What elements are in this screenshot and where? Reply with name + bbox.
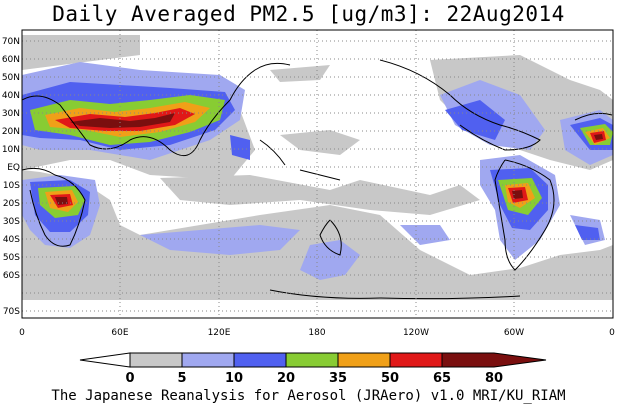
gridlines (22, 30, 613, 318)
map-title: Daily Averaged PM2.5 [ug/m3]: 22Aug2014 (52, 2, 565, 26)
credit-line: The Japanese Reanalysis for Aerosol (JRA… (51, 388, 566, 404)
lon-tick: 180 (308, 328, 325, 338)
lat-tick: 10N (2, 145, 20, 155)
colorbar-tick: 50 (381, 371, 399, 386)
lon-tick: 60W (504, 328, 524, 338)
colorbar-tick: 10 (225, 371, 243, 386)
colorbar-segment-6 (389, 352, 443, 368)
colorbar-tick: 35 (329, 371, 347, 386)
map-frame (21, 29, 614, 319)
lat-tick: 20S (3, 199, 20, 209)
lon-tick: 0 (609, 328, 615, 338)
colorbar-tick: 0 (125, 371, 134, 386)
colorbar-tick: 5 (177, 371, 186, 386)
lat-tick: 70N (2, 37, 20, 47)
lat-tick: 60N (2, 55, 20, 65)
lat-tick: 70S (3, 307, 20, 317)
lat-tick: 30N (2, 109, 20, 119)
colorbar-tick: 20 (277, 371, 295, 386)
lon-tick: 60E (111, 328, 128, 338)
lat-tick: 40N (2, 91, 20, 101)
lat-tick: EQ (7, 163, 20, 173)
lat-tick: 10S (3, 181, 20, 191)
colorbar (79, 352, 547, 368)
colorbar-segment-3 (233, 352, 287, 368)
lat-tick: 50S (3, 253, 20, 263)
colorbar-labels: 0 5 10 20 35 50 65 80 (125, 371, 503, 386)
lon-tick: 0 (19, 328, 25, 338)
lat-tick: 30S (3, 217, 20, 227)
longitude-labels: 0 60E 120E 180 120W 60W 0 (19, 328, 615, 338)
colorbar-segment-2 (181, 352, 235, 368)
lat-tick: 40S (3, 235, 20, 245)
colorbar-segment-1 (129, 352, 183, 368)
lon-tick: 120E (208, 328, 231, 338)
lat-tick: 20N (2, 127, 20, 137)
colorbar-segment-5 (337, 352, 391, 368)
colorbar-segment-4 (285, 352, 339, 368)
colorbar-tick: 80 (485, 371, 503, 386)
colorbar-segment-0 (79, 352, 131, 368)
colorbar-segment-7 (441, 352, 547, 368)
latitude-labels: 70N 60N 50N 40N 30N 20N 10N EQ 10S 20S 3… (2, 37, 20, 317)
lon-tick: 120W (403, 328, 429, 338)
lat-tick: 60S (3, 271, 20, 281)
colorbar-tick: 65 (433, 371, 451, 386)
lat-tick: 50N (2, 73, 20, 83)
